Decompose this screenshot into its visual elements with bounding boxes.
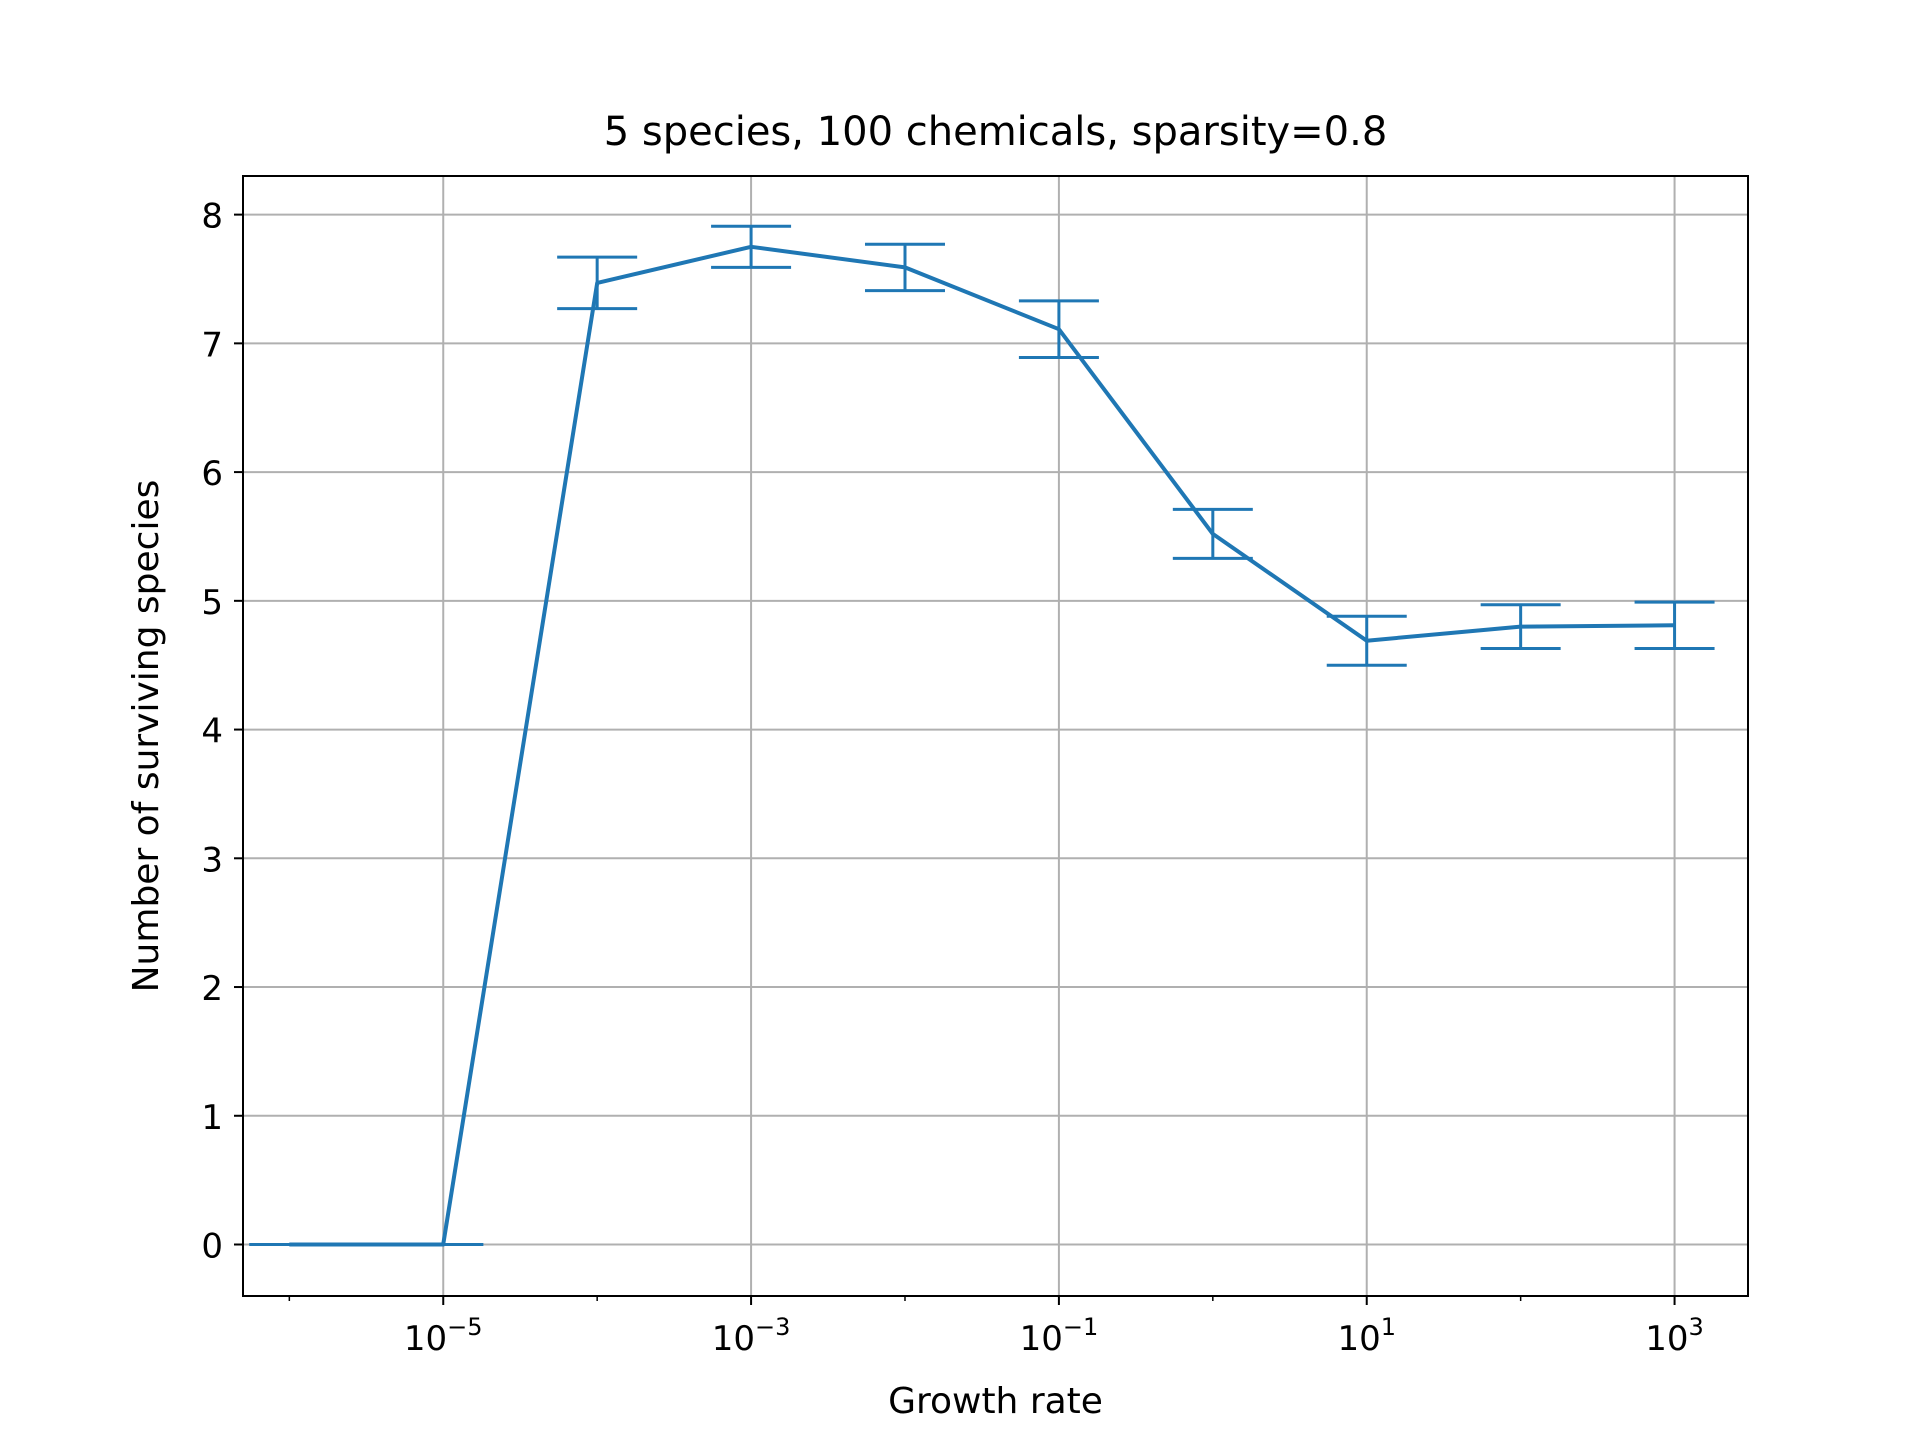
chart-title: 5 species, 100 chemicals, sparsity=0.8	[604, 109, 1388, 155]
y-tick-label: 1	[201, 1098, 223, 1138]
x-tick-label-exponent: 3	[1689, 1313, 1704, 1341]
series	[249, 224, 1715, 1247]
x-tick-label-exponent: −3	[755, 1313, 790, 1341]
y-tick-label: 4	[201, 712, 223, 752]
x-tick-label-exponent: 1	[1381, 1313, 1396, 1341]
x-tick-label-base: 10	[712, 1319, 755, 1359]
x-tick-label-base: 10	[404, 1319, 447, 1359]
y-tick-label: 5	[201, 583, 223, 623]
y-tick-label: 6	[201, 454, 223, 494]
x-tick-label-base: 10	[1020, 1319, 1063, 1359]
y-tick-label: 8	[201, 197, 223, 237]
x-tick-label: 103	[1645, 1313, 1704, 1359]
x-tick-label-base: 10	[1337, 1319, 1380, 1359]
y-tick-label: 2	[201, 969, 223, 1009]
y-tick-label: 3	[201, 840, 223, 880]
y-tick-label: 0	[201, 1227, 223, 1267]
y-axis-label: Number of surviving species	[126, 480, 167, 993]
x-tick-label-exponent: −1	[1063, 1313, 1098, 1341]
grid	[243, 176, 1748, 1296]
y-tick-label: 7	[201, 325, 223, 365]
x-tick-label: 101	[1337, 1313, 1396, 1359]
x-tick-label: 10−1	[1020, 1313, 1099, 1359]
series-line	[289, 244, 1675, 1247]
plot-frame	[242, 175, 1749, 1297]
x-tick-label: 10−3	[712, 1313, 791, 1359]
x-axis-label: Growth rate	[888, 1381, 1103, 1422]
x-tick-label-exponent: −5	[447, 1313, 482, 1341]
x-tick-label: 10−5	[404, 1313, 483, 1359]
x-tick-label-base: 10	[1645, 1319, 1688, 1359]
